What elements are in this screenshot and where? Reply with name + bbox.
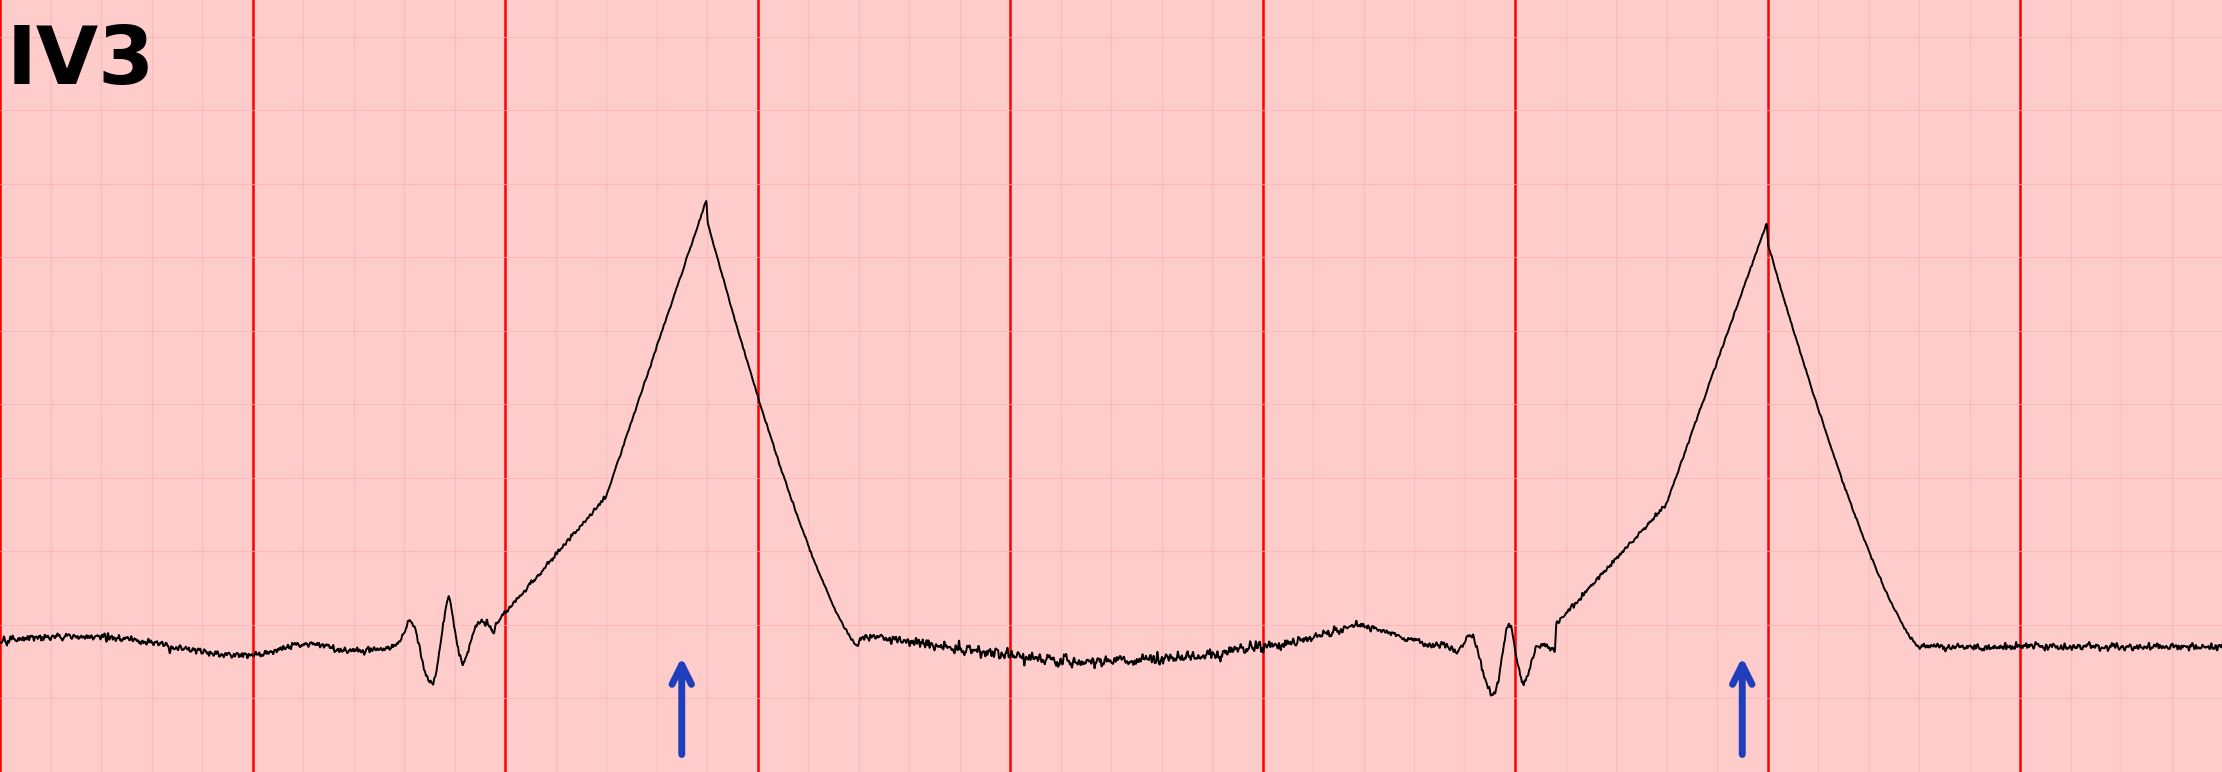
Text: IV3: IV3	[7, 23, 156, 101]
